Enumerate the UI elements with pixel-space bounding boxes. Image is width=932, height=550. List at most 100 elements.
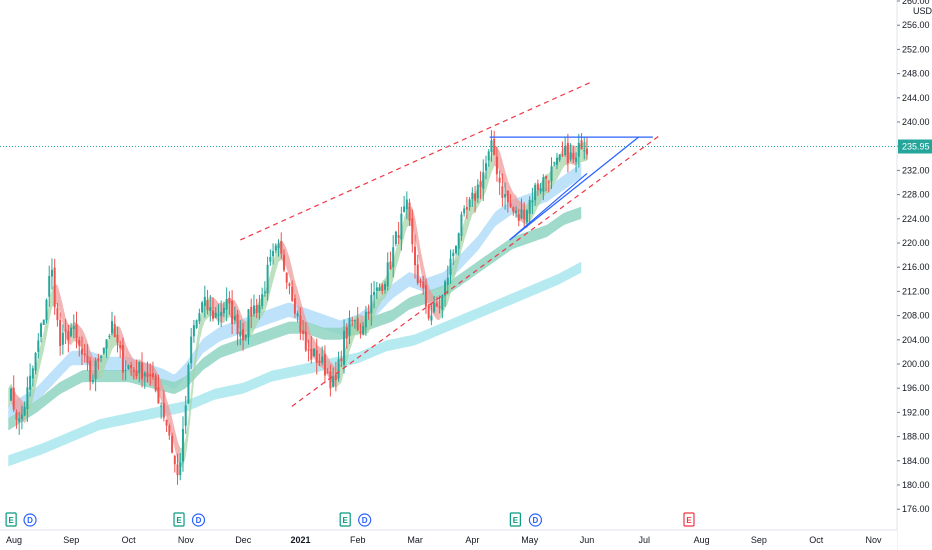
- short-ma-segment: [35, 355, 39, 388]
- time-tick-label: Apr: [465, 535, 479, 545]
- short-ma-segment: [49, 288, 52, 322]
- time-tick-label: Jun: [580, 535, 595, 545]
- candle-body: [564, 145, 567, 155]
- short-ma-segment: [60, 294, 63, 325]
- event-dividend-icon[interactable]: D: [191, 513, 206, 527]
- ma-ribbons: [8, 163, 582, 467]
- candle-body: [351, 320, 354, 322]
- candle-body: [370, 294, 373, 314]
- candle-body: [261, 294, 264, 306]
- short-ma-segment: [286, 249, 290, 277]
- candle-body: [394, 231, 397, 244]
- short-ma-segment: [131, 355, 134, 380]
- candle-body: [50, 269, 53, 277]
- candle-body: [378, 287, 381, 291]
- candle-body: [435, 303, 438, 307]
- short-ma-segment: [461, 221, 465, 251]
- event-frame: [528, 513, 543, 527]
- event-earnings-icon[interactable]: E: [509, 512, 521, 527]
- short-ma-segment: [174, 429, 178, 461]
- short-ma-segment: [554, 159, 557, 184]
- short-ma-segment: [297, 289, 301, 319]
- event-label: D: [27, 516, 33, 525]
- event-frame: [683, 512, 695, 527]
- time-tick-label: Feb: [350, 535, 366, 545]
- candle-body: [572, 153, 575, 160]
- short-ma-segment: [199, 309, 203, 342]
- candle-body: [187, 364, 190, 404]
- candle-body: [318, 360, 321, 363]
- candle-body: [583, 150, 586, 152]
- candle-body: [222, 307, 225, 314]
- candle-body: [528, 199, 531, 214]
- short-ma-segment: [292, 268, 295, 301]
- short-ma-segment: [161, 380, 164, 409]
- candle-body: [135, 370, 138, 376]
- event-earnings-icon[interactable]: E: [5, 512, 17, 527]
- candle-body: [94, 360, 97, 380]
- short-ma-segment: [420, 249, 424, 283]
- candles: [9, 130, 588, 485]
- candle-body: [569, 152, 572, 160]
- currency-label: USD: [913, 6, 932, 16]
- price-tick-label: 184.00: [902, 456, 930, 466]
- candle-body: [97, 358, 100, 361]
- candle-body: [179, 462, 182, 476]
- event-dividend-icon[interactable]: D: [358, 513, 372, 527]
- candle-body: [329, 371, 332, 389]
- price-tick-label: 204.00: [902, 335, 930, 345]
- candle-body: [389, 261, 392, 270]
- candle-body: [307, 349, 310, 351]
- short-ma-segment: [584, 141, 587, 162]
- short-ma-segment: [196, 322, 200, 361]
- candle-body: [102, 347, 105, 354]
- candle-body: [209, 307, 212, 311]
- candle-body: [359, 331, 362, 333]
- candle-body: [367, 311, 370, 314]
- time-axis[interactable]: Aug Sep Oct Nov Dec 2021 Feb Mar Apr May Jun Jul Aug…: [0, 529, 897, 550]
- candle-body: [476, 184, 479, 199]
- candle-body: [343, 330, 346, 365]
- candle-body: [168, 425, 171, 436]
- event-dividend-icon[interactable]: D: [528, 513, 543, 527]
- candle-body: [515, 210, 518, 213]
- event-earnings-icon[interactable]: E: [173, 512, 185, 527]
- candle-body: [479, 181, 482, 187]
- candle-body: [310, 348, 313, 360]
- candle-body: [198, 313, 201, 322]
- candle-body: [517, 214, 520, 221]
- candle-body: [277, 243, 280, 249]
- candle-body: [12, 387, 15, 410]
- price-tick-label: 224.00: [902, 214, 930, 224]
- candle-body: [337, 359, 340, 379]
- short-ma-segment: [466, 203, 470, 232]
- candle-body: [504, 193, 507, 198]
- candle-body: [487, 151, 490, 161]
- candle-body: [83, 353, 86, 356]
- event-label: E: [686, 516, 692, 525]
- candle-body: [250, 306, 253, 317]
- time-tick-label: May: [521, 535, 539, 545]
- candle-body: [542, 177, 545, 192]
- trend-line-1: [291, 133, 662, 407]
- price-axis[interactable]: 260.00256.00252.00248.00244.00240.00236.…: [896, 0, 932, 550]
- candle-body: [424, 284, 427, 307]
- candle-body: [550, 166, 553, 182]
- short-ma-segment: [270, 262, 274, 293]
- short-ma-segment: [450, 263, 454, 294]
- candle-body: [364, 311, 367, 328]
- event-earnings-icon[interactable]: E: [339, 512, 351, 527]
- event-earnings-icon[interactable]: E: [683, 512, 695, 527]
- candle-body: [416, 264, 419, 284]
- candle-body: [100, 356, 103, 359]
- candle-body: [173, 455, 176, 465]
- event-dividend-icon[interactable]: D: [23, 513, 37, 527]
- event-label: D: [533, 516, 539, 525]
- short-ma-segment: [147, 363, 151, 383]
- candle-body: [285, 272, 288, 283]
- trend-lines[interactable]: [240, 82, 662, 407]
- candle-body: [566, 142, 569, 163]
- candle-body: [449, 258, 452, 275]
